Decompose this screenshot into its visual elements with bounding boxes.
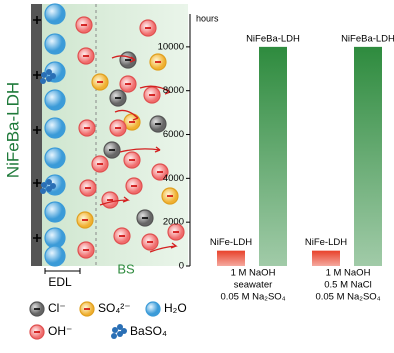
ion: [44, 147, 66, 169]
edl-label: EDL: [48, 275, 72, 289]
ion: [44, 227, 66, 249]
ion: [44, 117, 66, 139]
ion: [44, 89, 66, 111]
plus: [33, 71, 41, 79]
baso4: [121, 328, 127, 334]
electrode: [31, 4, 42, 266]
y-tick-label: 2000: [163, 217, 184, 228]
baso4: [117, 324, 123, 330]
baso4: [41, 182, 47, 188]
legend: Cl⁻ SO₄²⁻ H₂O OH⁻ BaSO₄: [29, 301, 187, 340]
baso4: [112, 327, 118, 333]
bar: [312, 250, 340, 266]
ion: [44, 245, 66, 267]
bar: [354, 46, 382, 266]
x-tick-label: 1 M NaOH: [326, 268, 371, 279]
bs-label: BS: [117, 261, 135, 276]
y-tick-label: 10000: [158, 41, 184, 52]
arrow: [139, 85, 171, 95]
bar-label: NiFe-LDH: [305, 237, 347, 248]
x-tick-label: 0.5 M NaCl: [324, 280, 372, 291]
schematic: NiFeBa-LDH EDL BS: [3, 3, 188, 289]
legend-label: OH⁻: [48, 324, 72, 338]
baso4: [50, 183, 56, 189]
baso4: [40, 78, 46, 84]
ion: [44, 201, 66, 223]
plus: [33, 179, 41, 187]
ion: [44, 3, 66, 25]
x-tick-label: 1 M NaOH: [231, 268, 276, 279]
ion: [145, 301, 161, 317]
plus: [33, 126, 41, 134]
x-tick-label: seawater: [234, 280, 273, 291]
legend-label: SO₄²⁻: [98, 301, 131, 315]
electrode-label: NiFeBa-LDH: [3, 82, 22, 178]
baso4: [40, 188, 46, 194]
y-axis-label: hours: [196, 13, 219, 23]
bar-label: NiFe-LDH: [210, 237, 252, 248]
bar: [217, 250, 245, 266]
bar: [259, 46, 287, 266]
legend-label: Cl⁻: [48, 301, 66, 315]
plus: [33, 16, 41, 24]
bar-label: NiFeBa-LDH: [246, 33, 300, 44]
bar-label: NiFeBa-LDH: [341, 33, 394, 44]
baso4: [46, 69, 52, 75]
baso4: [111, 333, 117, 339]
edl-bracket: [44, 268, 81, 274]
y-tick-label: 0: [179, 261, 184, 272]
y-tick-label: 6000: [163, 129, 184, 140]
arrow: [119, 146, 161, 153]
x-tick-label: 0.05 M Na₂SO₄: [220, 292, 285, 303]
baso4: [50, 73, 56, 79]
legend-label: BaSO₄: [130, 324, 167, 338]
baso4: [46, 179, 52, 185]
ion: [44, 33, 66, 55]
baso4: [41, 72, 47, 78]
arrow: [149, 242, 178, 253]
plus: [33, 234, 41, 242]
x-tick-label: 0.05 M Na₂SO₄: [315, 292, 380, 303]
y-tick-label: 8000: [163, 85, 184, 96]
arrow: [111, 55, 136, 63]
arrow: [114, 109, 139, 121]
legend-label: H₂O: [164, 301, 187, 315]
y-tick-label: 4000: [163, 173, 184, 184]
arrow: [99, 196, 130, 206]
